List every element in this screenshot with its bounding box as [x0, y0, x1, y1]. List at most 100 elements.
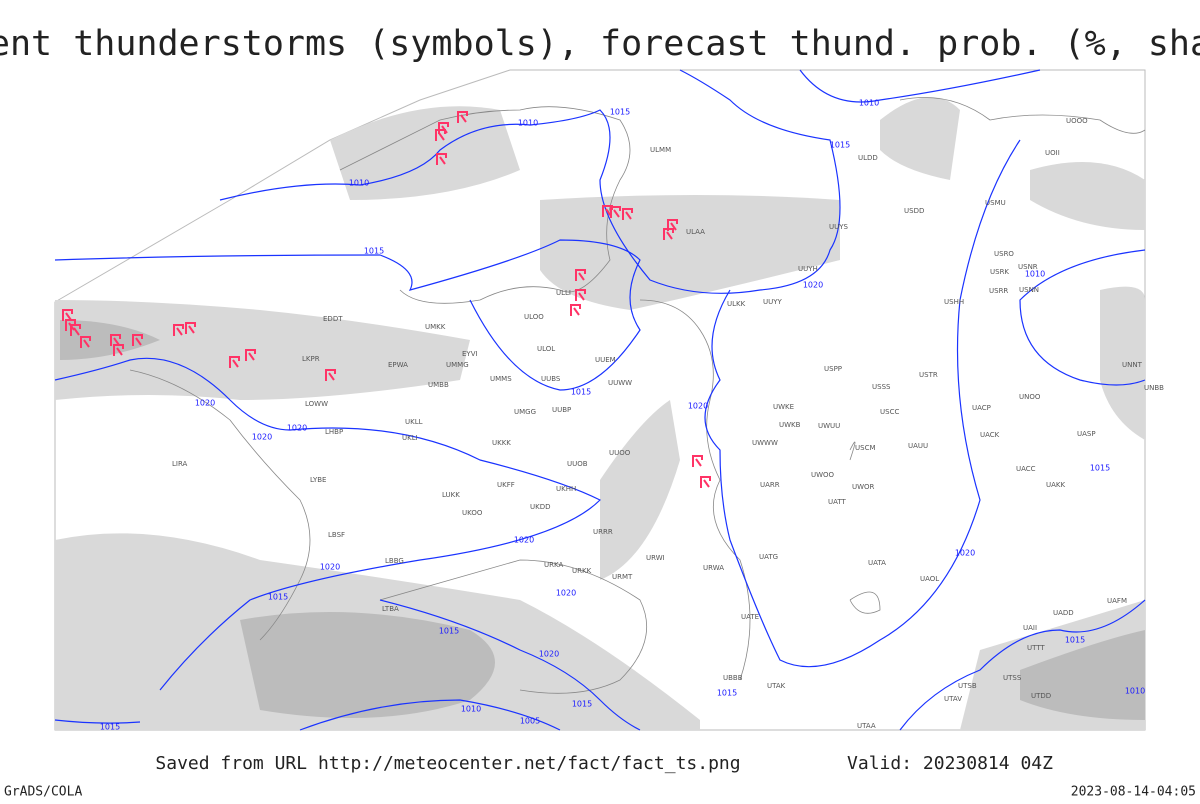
- station-label: USDD: [904, 207, 924, 215]
- station-label: UTSS: [1003, 674, 1022, 682]
- isobar-label: 1015: [572, 700, 592, 709]
- thunderstorm-symbol: [62, 309, 73, 321]
- station-label: UWOO: [811, 471, 835, 479]
- station-label: LBBG: [385, 557, 404, 565]
- station-label: USRR: [989, 287, 1008, 295]
- thunderstorm-symbol: [575, 269, 586, 281]
- station-label: UADD: [1053, 609, 1074, 617]
- station-label: LKPR: [302, 355, 320, 363]
- station-label: UKLI: [402, 434, 418, 442]
- station-label: UUYH: [798, 265, 818, 273]
- thunderstorm-symbol: [229, 356, 240, 368]
- station-label: UWWW: [752, 439, 778, 447]
- station-label: UASP: [1077, 430, 1096, 438]
- station-label: UATE: [741, 613, 759, 621]
- isobars: [54, 69, 1146, 731]
- station-label: UACP: [972, 404, 991, 412]
- station-label: UUOO: [609, 449, 631, 457]
- station-label: EDDT: [323, 315, 343, 323]
- station-label: UMBB: [428, 381, 449, 389]
- station-label: UUEM: [595, 356, 616, 364]
- map-labels: 1015 1010 1010 1015 1010 1015 1020 1015 1020 1020…: [100, 99, 1164, 732]
- station-label: EPWA: [388, 361, 408, 369]
- thunderstorm-symbol: [667, 219, 678, 231]
- isobar-label: 1005: [520, 717, 540, 726]
- thunderstorm-symbol: [80, 336, 91, 348]
- isobar-label: 1020: [195, 399, 215, 408]
- station-label: UAFM: [1107, 597, 1127, 605]
- station-label: UMMG: [446, 361, 469, 369]
- isobar-label: 1015: [439, 627, 459, 636]
- isobar-label: 1010: [461, 705, 481, 714]
- station-label: UNNT: [1122, 361, 1143, 369]
- isobar-label: 1015: [1090, 464, 1110, 473]
- thunderstorm-symbol: [132, 334, 143, 346]
- thunderstorm-symbol: [325, 369, 336, 381]
- station-label: EYVI: [462, 350, 478, 358]
- thunderstorm-symbol: [457, 111, 468, 123]
- isobar-label: 1020: [688, 402, 708, 411]
- isobar-label: 1020: [539, 650, 559, 659]
- isobar-label: 1015: [364, 247, 384, 256]
- station-label: UMKK: [425, 323, 446, 331]
- isobar-label: 1010: [1125, 687, 1145, 696]
- station-label: USNN: [1019, 286, 1039, 294]
- station-label: UATT: [828, 498, 847, 506]
- thunderstorm-symbol: [185, 322, 196, 334]
- station-label: URWI: [646, 554, 665, 562]
- station-label: LTBA: [382, 605, 399, 613]
- station-label: UTDD: [1031, 692, 1051, 700]
- thunderstorm-symbol: [245, 349, 256, 361]
- isobar-label: 1015: [100, 723, 120, 732]
- timestamp: 2023-08-14-04:05: [1071, 785, 1196, 800]
- station-label: UAKK: [1046, 481, 1066, 489]
- station-label: ULKK: [727, 300, 746, 308]
- station-label: UARR: [760, 481, 780, 489]
- isobar-label: 1020: [556, 589, 576, 598]
- station-label: ULMM: [650, 146, 671, 154]
- station-label: ULOO: [524, 313, 544, 321]
- thunderstorm-symbols: [62, 111, 711, 488]
- station-label: USHH: [944, 298, 964, 306]
- station-label: UUYY: [763, 298, 783, 306]
- station-label: UNBB: [1144, 384, 1164, 392]
- station-label: UMMS: [490, 375, 512, 383]
- station-label: UKHH: [556, 485, 576, 493]
- station-label: UUBS: [541, 375, 561, 383]
- software-credit: GrADS/COLA: [4, 785, 82, 800]
- station-label: UUOB: [567, 460, 588, 468]
- isobar-label: 1020: [803, 281, 823, 290]
- station-label: UATG: [759, 553, 778, 561]
- thunderstorm-symbol: [435, 129, 446, 141]
- station-label: UWKB: [779, 421, 801, 429]
- station-label: UNOO: [1019, 393, 1041, 401]
- valid-time: Valid: 20230814 04Z: [847, 753, 1053, 774]
- station-label: UTAV: [944, 695, 962, 703]
- station-label: LBSF: [328, 531, 345, 539]
- station-label: UOII: [1045, 149, 1060, 157]
- thunderstorm-symbol: [110, 334, 121, 346]
- isobar-label: 1015: [571, 388, 591, 397]
- thunderstorm-symbol: [575, 289, 586, 301]
- station-label: UMGG: [514, 408, 536, 416]
- thunderstorm-symbol: [436, 153, 447, 165]
- station-label: UOOO: [1066, 117, 1088, 125]
- station-label: ULLI: [556, 289, 571, 297]
- station-label: ULAA: [686, 228, 705, 236]
- station-label: USRO: [994, 250, 1014, 258]
- station-label: UKDD: [530, 503, 551, 511]
- thunderstorm-symbol: [70, 324, 81, 336]
- station-label: UTAK: [767, 682, 786, 690]
- thunderstorm-symbol: [113, 344, 124, 356]
- station-label: UBBB: [723, 674, 743, 682]
- source-url: Saved from URL http://meteocenter.net/fa…: [155, 753, 740, 774]
- station-label: URMT: [612, 573, 633, 581]
- thunderstorm-symbol: [570, 304, 581, 316]
- station-label: USNR: [1018, 263, 1038, 271]
- thunderstorm-symbol: [622, 208, 633, 220]
- isobar-label: 1020: [320, 563, 340, 572]
- station-label: LYBE: [310, 476, 326, 484]
- station-label: UKLL: [405, 418, 423, 426]
- station-label: UKFF: [497, 481, 515, 489]
